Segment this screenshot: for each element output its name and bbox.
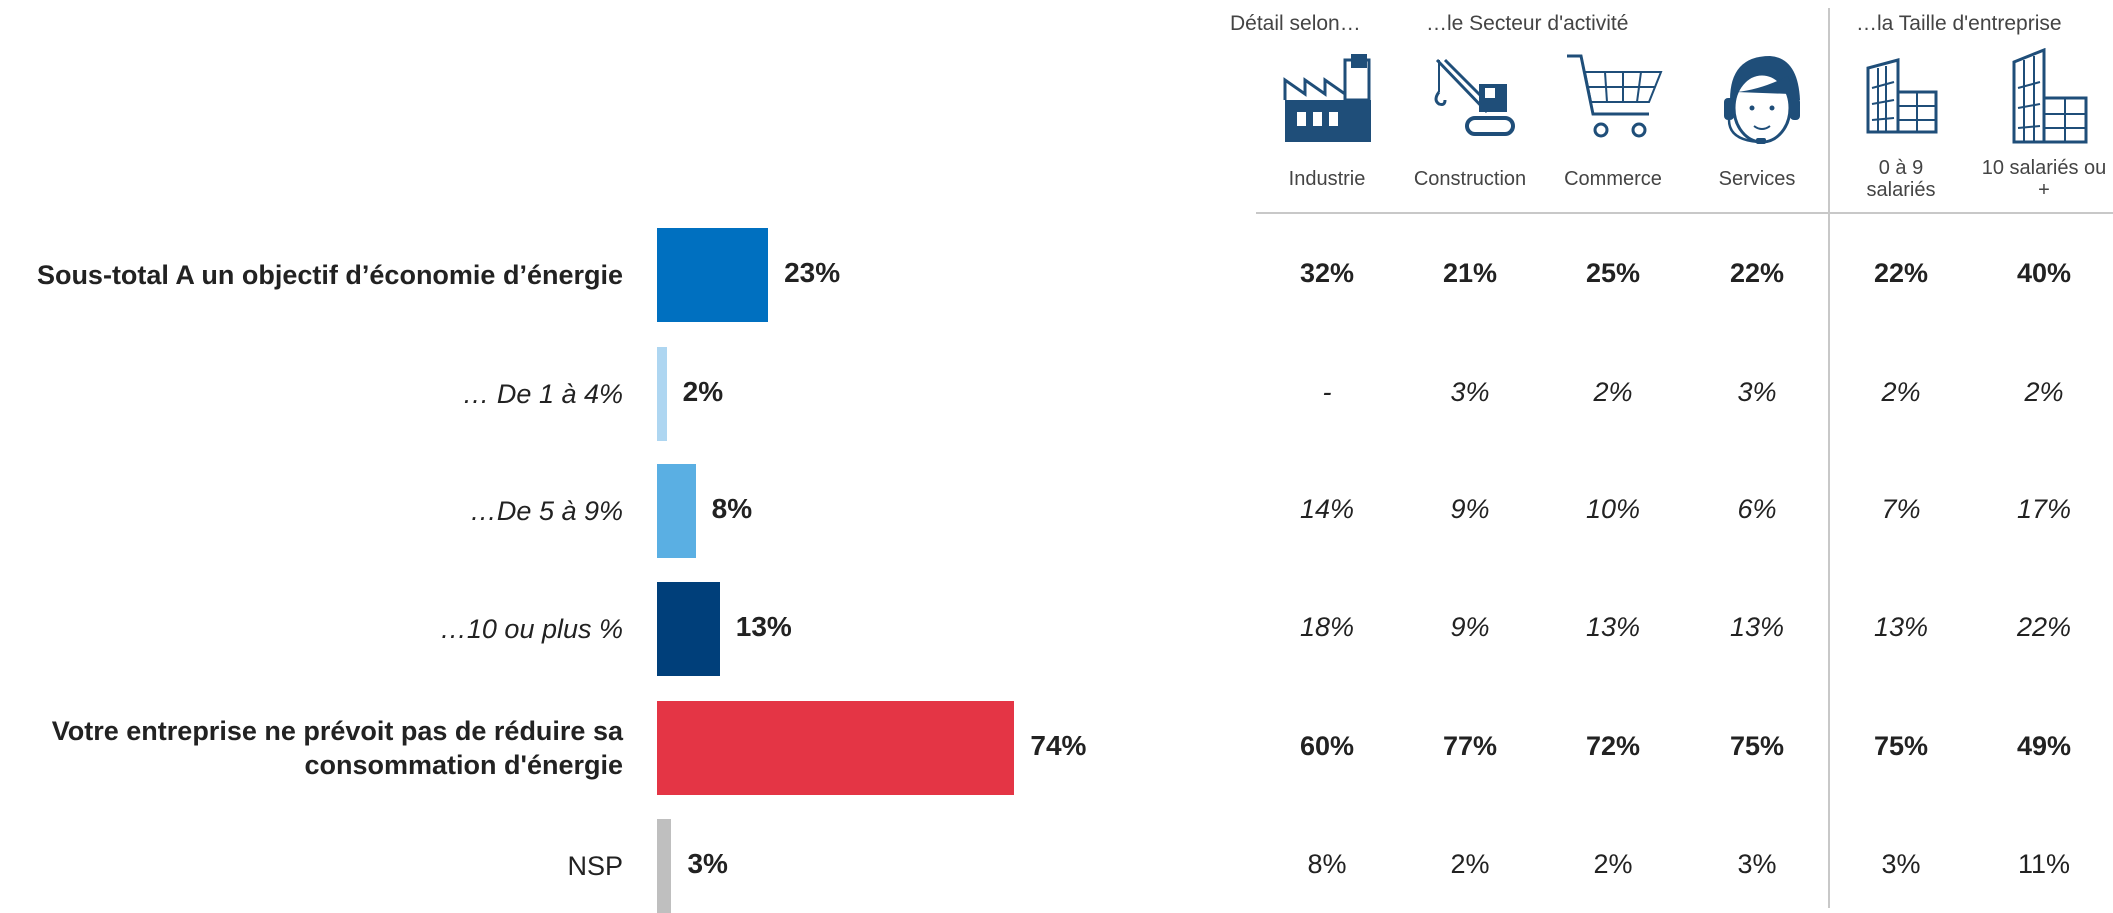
table-cell: 2% — [1593, 849, 1633, 879]
table-cell: 2% — [2024, 377, 2064, 407]
col-label-small-line2: salariés — [1866, 179, 1936, 201]
table-cell: 2% — [1881, 377, 1921, 407]
category-label: NSP — [567, 849, 623, 883]
bar — [657, 819, 672, 913]
bar — [657, 701, 1015, 795]
table-cell: 13% — [1873, 612, 1929, 642]
table-cell: 25% — [1585, 258, 1641, 288]
sector-size-divider — [1828, 8, 1830, 908]
category-label-line: Votre entreprise ne prévoit pas de rédui… — [51, 716, 623, 746]
table-cell: 40% — [2016, 258, 2072, 288]
table-cell: 75% — [1729, 731, 1785, 761]
bar — [657, 347, 667, 441]
large-building-icon — [2010, 47, 2090, 144]
table-cell: 22% — [1873, 258, 1929, 288]
table-cell: 13% — [1729, 612, 1785, 642]
table-cell: - — [1322, 377, 1332, 407]
table-cell: 60% — [1299, 731, 1355, 761]
table-cell: 14% — [1299, 494, 1355, 524]
table-cell: 7% — [1881, 494, 1921, 524]
table-cell: 22% — [1729, 258, 1785, 288]
table-cell: 10% — [1585, 494, 1641, 524]
table-cell: 9% — [1450, 612, 1490, 642]
small-building-icon — [1864, 58, 1940, 134]
table-cell: 22% — [2016, 612, 2072, 642]
category-label-line: …De 5 à 9% — [469, 496, 623, 526]
table-cell: 9% — [1450, 494, 1490, 524]
table-cell: 2% — [1593, 377, 1633, 407]
table-cell: 13% — [1585, 612, 1641, 642]
col-label-large-line2: + — [2038, 179, 2050, 201]
category-label-line: NSP — [567, 851, 623, 881]
bar-value-label: 23% — [784, 257, 841, 288]
col-label-services: Services — [1718, 168, 1796, 190]
table-cell: 3% — [1881, 849, 1921, 879]
table-cell: 77% — [1442, 731, 1498, 761]
factory-icon — [1283, 52, 1373, 144]
col-label-small-line1: 0 à 9 — [1878, 157, 1924, 179]
category-label: …De 5 à 9% — [470, 494, 623, 528]
sector-header: …le Secteur d'activité — [1426, 12, 1629, 35]
category-label-line: Sous-total A un objectif d’économie d’én… — [36, 260, 623, 290]
table-cell: 3% — [1737, 849, 1777, 879]
table-cell: 8% — [1307, 849, 1347, 879]
col-label-commerce: Commerce — [1564, 168, 1662, 190]
table-cell: 75% — [1873, 731, 1929, 761]
bar-value-label: 2% — [682, 376, 724, 407]
category-label-line: …10 ou plus % — [439, 614, 623, 644]
col-label-large-line1: 10 salariés ou — [1981, 157, 2107, 179]
bar-value-label: 8% — [711, 493, 753, 524]
bar-value-label: 74% — [1030, 730, 1087, 761]
col-label-small: 0 à 9 salariés — [1831, 157, 1971, 201]
table-cell: 18% — [1299, 612, 1355, 642]
crane-icon — [1427, 52, 1517, 144]
table-cell: 21% — [1442, 258, 1498, 288]
table-cell: 17% — [2016, 494, 2072, 524]
table-cell: 3% — [1737, 377, 1777, 407]
bar — [657, 464, 696, 558]
category-label: Sous-total A un objectif d’économie d’én… — [37, 258, 623, 292]
bar-value-label: 3% — [687, 848, 728, 879]
table-cell: 6% — [1737, 494, 1777, 524]
bar — [657, 228, 769, 322]
detail-header: Détail selon… — [1230, 12, 1361, 35]
header-divider — [1256, 212, 2113, 214]
col-label-industrie: Industrie — [1288, 168, 1366, 190]
size-header: …la Taille d'entreprise — [1856, 12, 2062, 35]
bar — [657, 582, 720, 676]
category-label: Votre entreprise ne prévoit pas de rédui… — [52, 714, 623, 782]
col-label-construction: Construction — [1413, 168, 1527, 190]
col-label-large: 10 salariés ou + — [1974, 157, 2113, 201]
table-cell: 32% — [1299, 258, 1355, 288]
category-label-line: … De 1 à 4% — [462, 379, 623, 409]
category-label: …10 ou plus % — [440, 612, 623, 646]
table-cell: 3% — [1450, 377, 1490, 407]
bar-value-label: 13% — [735, 611, 792, 642]
category-label-line: consommation d'énergie — [304, 750, 623, 780]
table-cell: 72% — [1585, 731, 1641, 761]
category-label: … De 1 à 4% — [462, 377, 623, 411]
headset-operator-icon — [1716, 52, 1806, 152]
table-cell: 11% — [2017, 849, 2071, 879]
shopping-cart-icon — [1565, 52, 1665, 144]
table-cell: 49% — [2016, 731, 2072, 761]
table-cell: 2% — [1450, 849, 1490, 879]
